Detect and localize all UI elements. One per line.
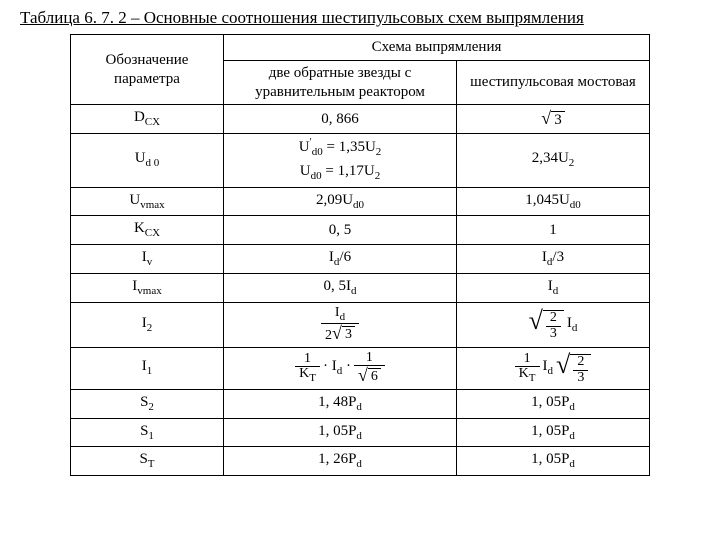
param-s2: S2 <box>71 389 224 418</box>
param-dcx: DCX <box>71 105 224 134</box>
table-row: Iv Id/6 Id/3 <box>71 245 650 274</box>
cell-i1-a: 1KT · Id · 1√6 <box>224 347 457 389</box>
cell-s1-a: 1, 05Pd <box>224 418 457 447</box>
param-kcx: KCX <box>71 216 224 245</box>
param-st: ST <box>71 447 224 476</box>
cell-ud0-b: 2,34U2 <box>457 134 650 188</box>
cell-dcx-b: √3 <box>457 105 650 134</box>
cell-i1-b: 1KT Id √23 <box>457 347 650 389</box>
table-row: KCX 0, 5 1 <box>71 216 650 245</box>
cell-s2-b: 1, 05Pd <box>457 389 650 418</box>
table-row: I2 Id 2√3 √23 Id <box>71 302 650 347</box>
param-i2: I2 <box>71 302 224 347</box>
col-header-param: Обозначение параметра <box>71 35 224 105</box>
param-ivmax: Ivmax <box>71 273 224 302</box>
table-row: I1 1KT · Id · 1√6 1KT Id √23 <box>71 347 650 389</box>
table-row: Ud 0 U′d0 = 1,35U2 Ud0 = 1,17U2 2,34U2 <box>71 134 650 188</box>
col-header-scheme: Схема выпрямления <box>224 35 650 61</box>
table-row: DCX 0, 866 √3 <box>71 105 650 134</box>
cell-dcx-a: 0, 866 <box>224 105 457 134</box>
cell-st-b: 1, 05Pd <box>457 447 650 476</box>
cell-ivmax-b: Id <box>457 273 650 302</box>
cell-st-a: 1, 26Pd <box>224 447 457 476</box>
param-iv: Iv <box>71 245 224 274</box>
cell-s1-b: 1, 05Pd <box>457 418 650 447</box>
param-uvmax: Uvmax <box>71 187 224 216</box>
cell-uvmax-a: 2,09Ud0 <box>224 187 457 216</box>
cell-kcx-b: 1 <box>457 216 650 245</box>
ratios-table: Обозначение параметра Схема выпрямления … <box>70 34 650 476</box>
col-header-a: две обратные звезды с уравнительным реак… <box>224 60 457 105</box>
cell-iv-b: Id/3 <box>457 245 650 274</box>
table-row: ST 1, 26Pd 1, 05Pd <box>71 447 650 476</box>
cell-ud0-a: U′d0 = 1,35U2 Ud0 = 1,17U2 <box>224 134 457 188</box>
cell-iv-a: Id/6 <box>224 245 457 274</box>
table-row: Uvmax 2,09Ud0 1,045Ud0 <box>71 187 650 216</box>
table-row: Ivmax 0, 5Id Id <box>71 273 650 302</box>
cell-uvmax-b: 1,045Ud0 <box>457 187 650 216</box>
table-row: S1 1, 05Pd 1, 05Pd <box>71 418 650 447</box>
cell-kcx-a: 0, 5 <box>224 216 457 245</box>
param-i1: I1 <box>71 347 224 389</box>
param-s1: S1 <box>71 418 224 447</box>
cell-i2-a: Id 2√3 <box>224 302 457 347</box>
col-header-b: шестипульсовая мостовая <box>457 60 650 105</box>
param-ud0: Ud 0 <box>71 134 224 188</box>
cell-s2-a: 1, 48Pd <box>224 389 457 418</box>
table-row: S2 1, 48Pd 1, 05Pd <box>71 389 650 418</box>
table-caption: Таблица 6. 7. 2 – Основные соотношения ш… <box>20 8 700 28</box>
cell-ivmax-a: 0, 5Id <box>224 273 457 302</box>
cell-i2-b: √23 Id <box>457 302 650 347</box>
